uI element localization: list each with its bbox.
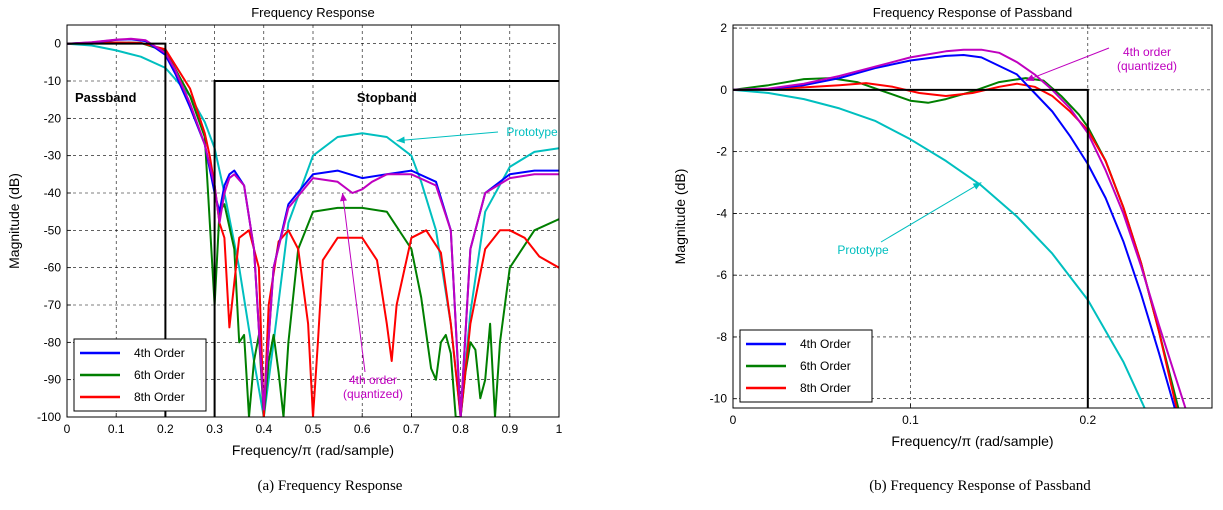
- annotation-prototype: Prototype: [396, 125, 558, 144]
- y-axis-label: Magnitude (dB): [6, 173, 22, 269]
- y-tick-label: -50: [44, 223, 62, 237]
- series-line-4th-order-quantized-: [733, 48, 1187, 408]
- x-tick-label: 0.2: [1079, 413, 1096, 427]
- y-tick-label: -10: [710, 392, 728, 406]
- axes-frame: [66, 24, 560, 418]
- passband-label: Passband: [75, 90, 136, 105]
- y-tick-label: -6: [716, 268, 727, 282]
- annotation-text: 4th order: [1123, 45, 1171, 59]
- y-tick-label: 2: [720, 21, 727, 35]
- x-tick-label: 0.5: [305, 422, 322, 436]
- y-tick-label: -8: [716, 330, 727, 344]
- annotation-arrow-head: [972, 182, 982, 190]
- axes-frame: [732, 24, 1213, 409]
- series-group: [733, 48, 1187, 408]
- x-tick-label: 0: [730, 413, 737, 427]
- x-axis-label: Frequency/π (rad/sample): [891, 433, 1053, 449]
- chart-panel-b: 0 0.1 0.2 2 0 -2 -4 -6 -8 -10 Frequency Response o…: [672, 5, 1213, 449]
- legend: 4th Order 6th Order 8th Order: [73, 338, 207, 412]
- y-tick-label: -2: [716, 145, 727, 159]
- series-line-8th-order: [733, 82, 1178, 408]
- x-tick-label: 0.2: [157, 422, 174, 436]
- annotation-arrow-line: [342, 192, 366, 373]
- annotation-prototype: Prototype: [837, 182, 982, 257]
- series-group: [67, 37, 559, 417]
- annotation-arrow-line: [1025, 47, 1110, 82]
- chart-title: Frequency Response: [251, 5, 375, 20]
- legend-entry: 6th Order: [800, 359, 851, 373]
- x-tick-label: 0: [64, 422, 71, 436]
- legend-entry: 8th Order: [134, 390, 185, 404]
- x-tick-label: 1: [556, 422, 563, 436]
- x-axis-label: Frequency/π (rad/sample): [232, 442, 394, 458]
- y-tick-label: -20: [44, 111, 62, 125]
- x-tick-label: 0.8: [452, 422, 469, 436]
- x-tick-label: 0.6: [354, 422, 371, 436]
- annotation-quantized: 4th order(quantized): [1025, 45, 1177, 82]
- annotation-text: (quantized): [1117, 59, 1177, 73]
- y-tick-label: -80: [44, 335, 62, 349]
- legend-entry: 4th Order: [134, 346, 185, 360]
- annotation-arrow-head: [396, 136, 405, 144]
- annotation-text: 4th order: [349, 373, 397, 387]
- annotation-text: (quantized): [343, 387, 403, 401]
- x-tick-label: 0.9: [501, 422, 518, 436]
- chart-panel-a: 0 0.1 0.2 0.3 0.4 0.5 0.6 0.7 0.8 0.9 1 0 -10 -20 -30 -…: [6, 5, 563, 458]
- x-tick-label: 0.1: [902, 413, 919, 427]
- figure-canvas: 0 0.1 0.2 0.3 0.4 0.5 0.6 0.7 0.8 0.9 10-10-20-30-…: [6, 5, 1213, 458]
- y-tick-label: -10: [44, 74, 62, 88]
- annotation-arrow-head: [1025, 74, 1035, 81]
- y-tick-label: 0: [720, 83, 727, 97]
- annotation-arrow-line: [396, 131, 499, 142]
- mask-lines: Passband Stopband: [67, 42, 559, 417]
- series-line-4th-order-quantized-: [67, 37, 559, 417]
- x-tick-label: 0.4: [255, 422, 272, 436]
- y-tick-label: -30: [44, 149, 62, 163]
- y-axis-label: Magnitude (dB): [672, 169, 688, 265]
- y-tick-label: -90: [44, 373, 62, 387]
- y-tick-label: 0: [54, 37, 61, 51]
- x-tick-label: 0.3: [206, 422, 223, 436]
- annotation-arrow-head: [340, 193, 347, 202]
- caption-a: (a) Frequency Response: [257, 478, 403, 494]
- series-line-6th-order: [67, 41, 559, 417]
- y-tick-label: -4: [716, 206, 727, 220]
- series-line-4th-order: [733, 54, 1176, 408]
- annotation-quantized: 4th order(quantized): [340, 192, 403, 401]
- chart-title: Frequency Response of Passband: [873, 5, 1072, 20]
- passband-mask: [733, 88, 1089, 408]
- legend-entry: 8th Order: [800, 381, 851, 395]
- caption-b: (b) Frequency Response of Passband: [869, 478, 1091, 494]
- y-tick-label: -70: [44, 298, 62, 312]
- legend-entry: 6th Order: [134, 368, 185, 382]
- legend-entry: 4th Order: [800, 337, 851, 351]
- y-tick-label: -40: [44, 186, 62, 200]
- legend: 4th Order 6th Order 8th Order: [739, 329, 873, 403]
- stopband-mask: [213, 80, 559, 417]
- y-tick-label: -60: [44, 261, 62, 275]
- x-tick-label: 0.1: [108, 422, 125, 436]
- annotation-arrow-line: [880, 182, 982, 243]
- passband-mask: [67, 42, 167, 417]
- x-tick-label: 0.7: [403, 422, 420, 436]
- stopband-label: Stopband: [357, 90, 417, 105]
- mask-lines: [733, 88, 1089, 408]
- y-tick-label: -100: [37, 410, 61, 424]
- annotation-text: Prototype: [837, 243, 889, 257]
- annotation-text: Prototype: [506, 125, 558, 139]
